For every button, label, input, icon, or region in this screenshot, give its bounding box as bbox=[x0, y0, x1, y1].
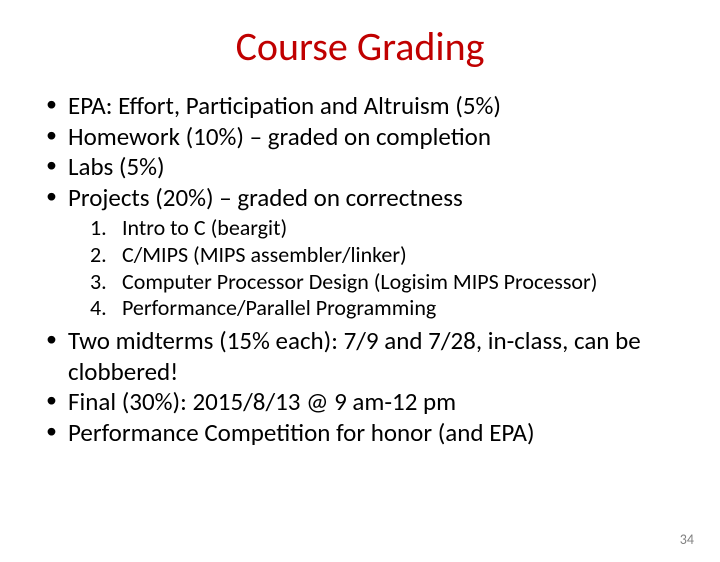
project-label: Performance/Parallel Programming bbox=[122, 294, 436, 321]
project-number: 4. bbox=[90, 295, 107, 322]
project-item-1: 1. Intro to C (beargit) bbox=[88, 215, 690, 242]
bullet-midterms: Two midterms (15% each): 7/9 and 7/28, i… bbox=[40, 326, 690, 387]
project-label: Computer Processor Design (Logisim MIPS … bbox=[122, 268, 597, 295]
project-label: C/MIPS (MIPS assembler/linker) bbox=[122, 241, 407, 268]
slide-body: EPA: Effort, Participation and Altruism … bbox=[0, 91, 720, 448]
slide-title: Course Grading bbox=[0, 22, 720, 71]
bullet-epa: EPA: Effort, Participation and Altruism … bbox=[40, 91, 690, 122]
project-number: 3. bbox=[90, 269, 107, 296]
main-bullet-list-continued: Two midterms (15% each): 7/9 and 7/28, i… bbox=[40, 326, 690, 448]
project-number: 1. bbox=[90, 215, 107, 242]
projects-list: 1. Intro to C (beargit) 2. C/MIPS (MIPS as… bbox=[88, 215, 690, 322]
project-item-2: 2. C/MIPS (MIPS assembler/linker) bbox=[88, 242, 690, 269]
bullet-performance-competition: Performance Competition for honor (and E… bbox=[40, 418, 690, 449]
project-label: Intro to C (beargit) bbox=[122, 214, 287, 241]
bullet-labs: Labs (5%) bbox=[40, 152, 690, 183]
bullet-projects: Projects (20%) – graded on correctness bbox=[40, 183, 690, 214]
project-item-3: 3. Computer Processor Design (Logisim MIP… bbox=[88, 269, 690, 296]
bullet-homework: Homework (10%) – graded on completion bbox=[40, 122, 690, 153]
project-item-4: 4. Performance/Parallel Programming bbox=[88, 295, 690, 322]
bullet-final: Final (30%): 2015/8/13 @ 9 am-12 pm bbox=[40, 387, 690, 418]
project-number: 2. bbox=[90, 242, 107, 269]
main-bullet-list: EPA: Effort, Participation and Altruism … bbox=[40, 91, 690, 213]
